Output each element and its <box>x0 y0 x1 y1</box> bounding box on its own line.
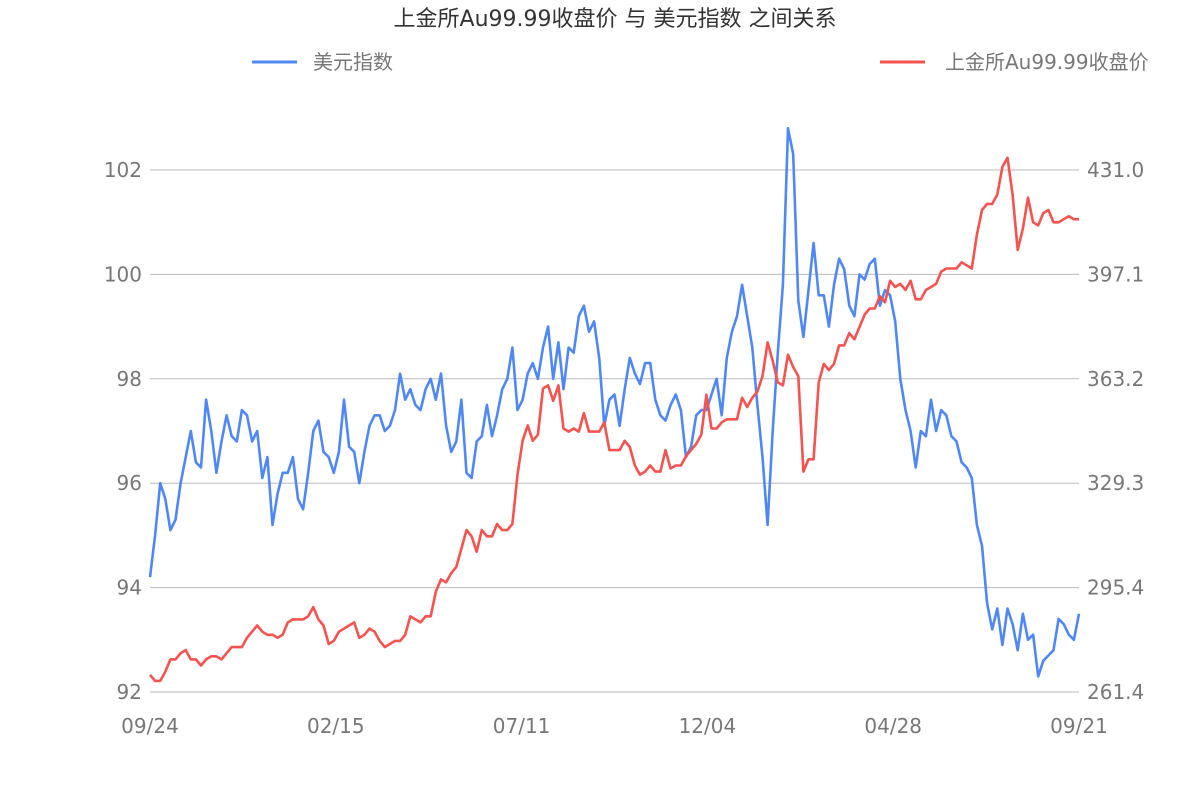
legend-label-gold-price[interactable]: 上金所Au99.99收盘价 <box>945 50 1149 74</box>
y-right-tick-label: 397.1 <box>1087 262 1144 286</box>
y-left-tick-label: 98 <box>117 367 142 391</box>
y-right-tick-label: 431.0 <box>1087 158 1144 182</box>
y-left-tick-label: 92 <box>117 680 142 704</box>
y-right-tick-label: 329.3 <box>1087 471 1144 495</box>
x-tick-label: 04/28 <box>864 714 922 738</box>
y-axis-right: 261.4 295.4 329.3 363.2 397.1 431.0 <box>1087 158 1144 704</box>
series-lines <box>148 126 1081 683</box>
y-left-tick-label: 96 <box>117 471 142 495</box>
y-right-tick-label: 295.4 <box>1087 576 1144 600</box>
x-tick-label: 09/21 <box>1050 714 1108 738</box>
y-left-tick-label: 102 <box>104 158 142 182</box>
legend-label-usd-index[interactable]: 美元指数 <box>313 50 393 74</box>
x-axis: 09/24 02/15 07/11 12/04 04/28 09/21 <box>121 714 1108 738</box>
x-tick-label: 12/04 <box>679 714 737 738</box>
x-tick-label: 07/11 <box>493 714 551 738</box>
gridlines <box>150 169 1079 693</box>
y-right-tick-label: 363.2 <box>1087 367 1144 391</box>
y-left-tick-label: 100 <box>104 262 142 286</box>
y-left-tick-label: 94 <box>117 576 142 600</box>
chart-title: 上金所Au99.99收盘价 与 美元指数 之间关系 <box>394 7 837 32</box>
x-tick-label: 09/24 <box>121 714 179 738</box>
y-right-tick-label: 261.4 <box>1087 680 1144 704</box>
x-tick-label: 02/15 <box>307 714 365 738</box>
series-line-usd-index <box>148 126 1081 678</box>
series-line-gold-price <box>149 156 1079 683</box>
legend[interactable]: 美元指数 上金所Au99.99收盘价 <box>252 50 1149 74</box>
y-axis-left: 92 94 96 98 100 102 <box>104 158 142 704</box>
